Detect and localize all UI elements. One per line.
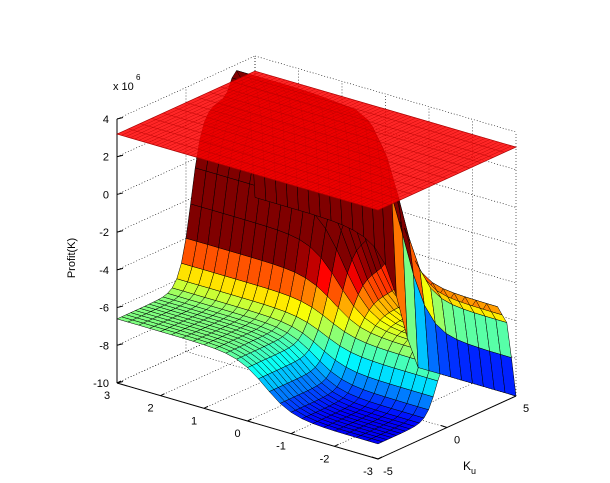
z-axis-label: Profit(K) [66,238,78,278]
y-tick-label: 0 [454,435,460,447]
z-grid-line [116,55,256,120]
axis-labels: x 10 6 Profit(K) Ku [66,73,476,476]
plane-mesh-line [174,107,436,185]
plane-mesh-line [151,118,413,195]
x-tick [203,405,209,409]
x-tick [334,443,339,447]
z-tick-label: -10 [93,378,109,390]
y-tick-label: -5 [383,466,393,478]
z-tick-label: 4 [103,114,109,126]
y-axis-label-main: K [463,459,471,473]
y-axis-label-sub: u [471,466,476,476]
z-tick [116,343,124,346]
z-tick-label: -2 [99,227,109,239]
axes: 4 2 0 -2 -4 -6 -8 -103 2 1 0 -1 -2 -3 -5 0 5 [93,114,529,478]
y-axis-label: Ku [463,459,476,476]
z-tick [116,305,124,309]
x-tick-label: 1 [191,415,197,427]
plane-mesh-line [231,81,494,158]
plane-mesh-line [128,128,390,206]
y-tick [440,425,448,428]
x-tick-label: 0 [234,428,240,440]
reference-plane [115,70,518,211]
x-tick-label: 2 [147,403,153,415]
z-tick [116,267,124,271]
z-tick-label: -4 [99,265,109,277]
plane-mesh-line [197,97,459,174]
x-tick-label: -1 [276,441,286,453]
z-grid-line [254,55,517,133]
x-tick [247,418,252,422]
z-tick [116,230,124,233]
y-tick [371,456,379,460]
z-tick-label: -8 [99,340,109,352]
x-tick-label: 3 [104,390,110,402]
z-tick [116,192,124,195]
x-tick [290,431,296,435]
z-tick [116,154,124,158]
plane-mesh-line [208,91,471,169]
x-tick [116,380,122,384]
z-tick-label: 2 [103,152,109,164]
y-tick-label: 5 [523,403,529,415]
z-exponent-label: x 10 [113,81,134,93]
z-tick-label: 0 [103,189,109,201]
plane-mesh-line [185,102,448,179]
plane-mesh-line [162,112,425,190]
plane-mesh-line [220,86,482,164]
z-exponent-power: 6 [136,73,141,82]
x-tick-label: -2 [320,453,330,465]
x-tick-label: -3 [363,466,373,478]
surface-patch [500,354,517,397]
plane-mesh-line [243,76,505,153]
z-tick [116,117,124,120]
z-tick-label: -6 [99,303,109,315]
plane-mesh-line [139,123,402,200]
x-tick [160,393,165,397]
x-tick [377,456,383,460]
